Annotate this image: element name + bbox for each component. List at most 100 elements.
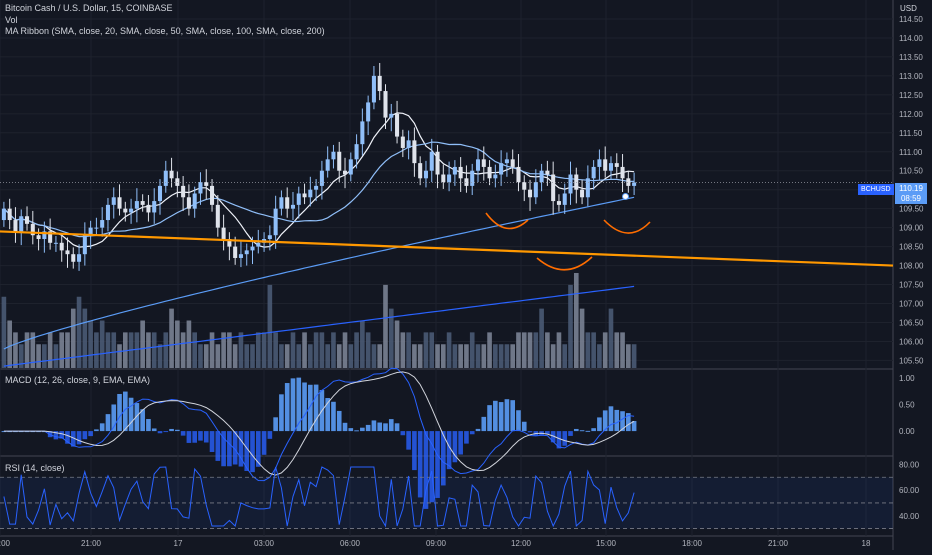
volume-bar — [550, 344, 556, 368]
volume-bar — [105, 332, 111, 368]
macd-histogram-bar — [394, 423, 400, 432]
candle-body — [244, 250, 249, 255]
candle-body — [256, 242, 261, 247]
candle-body — [7, 208, 12, 221]
candle-body — [389, 113, 394, 118]
macd-histogram-bar — [221, 431, 226, 467]
macd-histogram-bar — [134, 403, 140, 432]
candle-body — [400, 136, 405, 148]
volume-bar — [394, 320, 400, 368]
candle-body — [325, 159, 330, 171]
macd-histogram-bar — [545, 431, 550, 435]
candle-body — [441, 174, 446, 183]
price-tick-label: 106.00 — [899, 337, 924, 346]
candle-body — [238, 254, 243, 258]
legend-symbol-title[interactable]: Bitcoin Cash / U.S. Dollar, 15, COINBASE — [5, 3, 173, 13]
macd-histogram-bar — [487, 405, 492, 432]
macd-histogram-bar — [302, 382, 307, 432]
macd-histogram-bar — [1, 431, 7, 433]
volume-bar — [209, 332, 215, 368]
macd-histogram-bar — [105, 414, 111, 432]
candle-body — [539, 170, 544, 183]
macd-histogram-bar — [53, 431, 59, 440]
candle-body — [24, 216, 30, 224]
candle-body — [464, 178, 469, 186]
candle-body — [221, 227, 226, 240]
legend-volume[interactable]: Vol — [5, 15, 18, 25]
macd-histogram-bar — [82, 431, 88, 440]
volume-bar — [336, 344, 342, 368]
volume-bar — [377, 344, 383, 368]
macd-histogram-bar — [521, 421, 527, 432]
candle-body — [198, 182, 203, 194]
volume-bar — [510, 344, 516, 368]
volume-bar — [244, 344, 250, 368]
last-price-badge: 110.19 08:59 — [895, 183, 927, 204]
volume-bar — [42, 344, 47, 368]
volume-bar — [556, 332, 562, 368]
macd-histogram-bar — [348, 428, 354, 432]
volume-bar — [562, 344, 568, 368]
volume-bar — [608, 308, 614, 368]
macd-histogram-bar — [440, 431, 446, 486]
candle-body — [36, 235, 41, 240]
macd-histogram-bar — [325, 398, 330, 432]
candle-body — [348, 159, 353, 175]
macd-histogram-bar — [227, 431, 232, 467]
volume-bar — [498, 344, 504, 368]
candle-body — [366, 102, 371, 122]
candle-body — [302, 193, 307, 198]
volume-bar — [53, 344, 59, 368]
candle-body — [117, 197, 122, 209]
candle-body — [475, 159, 481, 171]
candle-body — [342, 170, 348, 175]
candle-body — [591, 166, 596, 179]
candle-body — [290, 204, 296, 209]
volume-bar — [614, 332, 620, 368]
legend-rsi[interactable]: RSI (14, close) — [5, 463, 65, 473]
candle-body — [331, 151, 336, 160]
time-tick-label: 12:00 — [511, 539, 532, 548]
price-tick-label: 108.50 — [899, 243, 924, 252]
time-tick-label: 17 — [174, 539, 183, 548]
macd-histogram-bar — [140, 409, 145, 432]
volume-bar — [331, 332, 336, 368]
candle-body — [608, 163, 614, 171]
volume-bar — [539, 308, 544, 368]
macd-histogram-bar — [388, 419, 394, 432]
macd-histogram-bar — [429, 431, 435, 503]
macd-histogram-bar — [146, 419, 151, 432]
volume-bar — [273, 332, 278, 368]
macd-histogram-bar — [250, 431, 255, 473]
legend-macd[interactable]: MACD (12, 26, close, 9, EMA, EMA) — [5, 375, 151, 385]
macd-histogram-bar — [458, 431, 463, 455]
candle-body — [279, 197, 284, 209]
macd-histogram-bar — [169, 428, 174, 432]
volume-bar — [70, 308, 76, 368]
volume-bar — [24, 332, 30, 368]
candle-body — [111, 197, 116, 205]
volume-bar — [47, 332, 53, 368]
macd-histogram-bar — [510, 400, 516, 432]
candle-body — [522, 182, 527, 190]
macd-histogram-bar — [209, 431, 215, 452]
candle-body — [146, 204, 151, 213]
candle-body — [163, 170, 168, 186]
volume-bar — [117, 344, 122, 368]
candle-body — [129, 208, 134, 213]
volume-bar — [325, 344, 330, 368]
macd-tick-label: 1.00 — [899, 374, 915, 383]
macd-histogram-bar — [614, 409, 620, 432]
rsi-tick-label: 80.00 — [899, 460, 920, 469]
volume-bar — [279, 344, 284, 368]
curve-annotation — [485, 212, 529, 230]
legend-ma-ribbon[interactable]: MA Ribbon (SMA, close, 20, SMA, close, 5… — [5, 26, 325, 36]
macd-histogram-bar — [527, 431, 533, 433]
volume-bar — [140, 320, 145, 368]
volume-bar — [487, 332, 492, 368]
price-tick-label: 108.00 — [899, 262, 924, 271]
candle-body — [360, 121, 365, 145]
candle-body — [169, 170, 174, 179]
